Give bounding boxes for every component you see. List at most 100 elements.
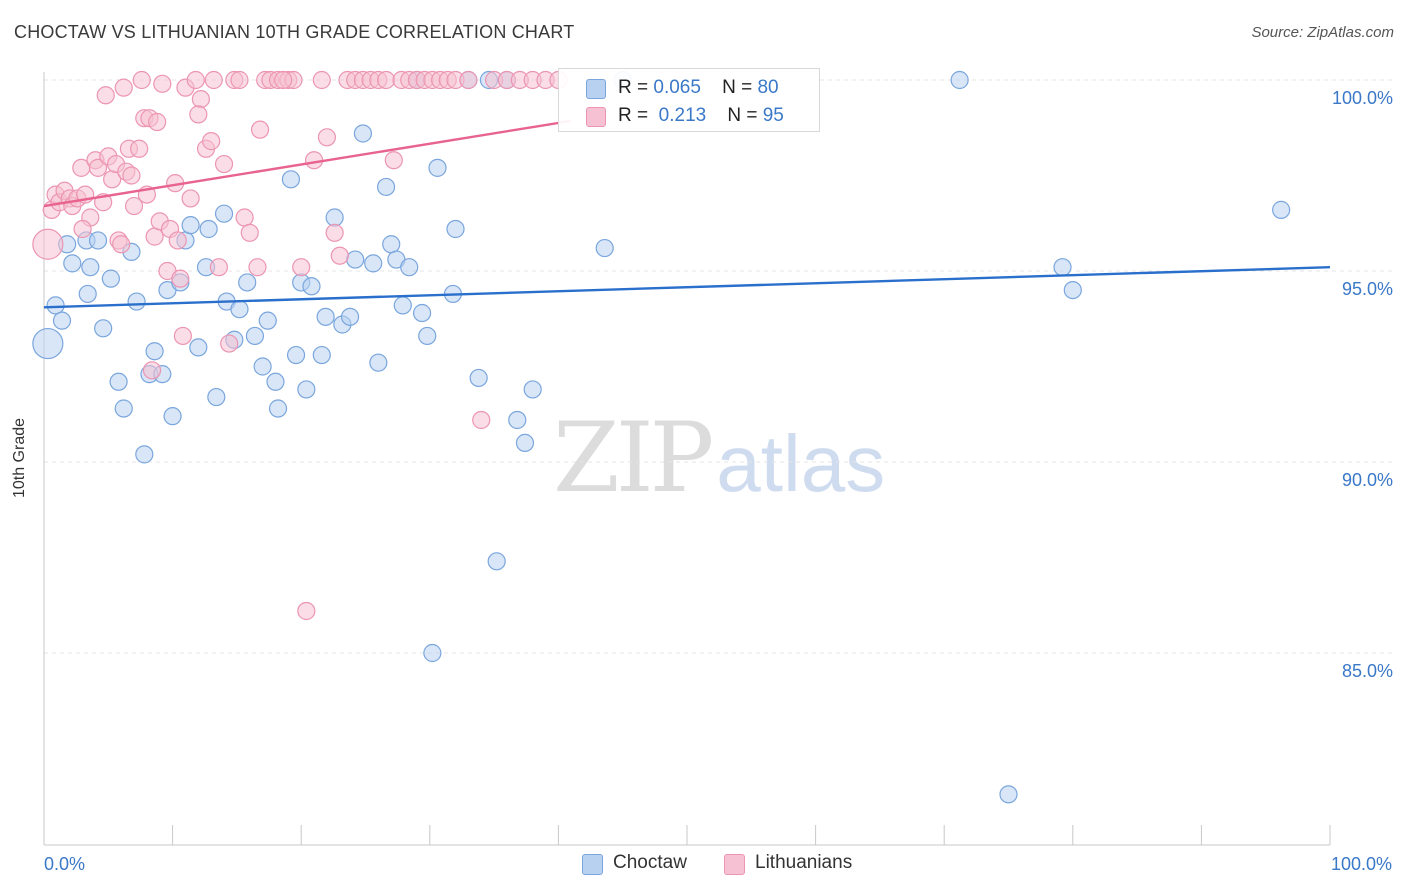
choctaw-point [258, 311, 277, 330]
lithuanians-point [304, 151, 324, 170]
lithuanians-point [73, 219, 92, 239]
lithuanians-trend-line [43, 119, 572, 208]
choctaw-point [515, 433, 535, 452]
lithuanians-point [142, 361, 162, 380]
lithuanians-point [114, 78, 133, 97]
lithuanians-point [325, 223, 344, 242]
choctaw-point [268, 399, 288, 418]
choctaw-point [1272, 200, 1291, 219]
lithuanians-point [148, 112, 167, 132]
data-points [32, 70, 1291, 804]
choctaw-point [393, 296, 412, 315]
choctaw-point [469, 368, 488, 388]
choctaw-point [353, 124, 373, 143]
choctaw-point [135, 445, 154, 464]
legend-choctaw-label: Choctaw [613, 852, 687, 873]
tick-labels: 100.0% 95.0% 90.0% 85.0% 0.0% 100.0% [44, 88, 1393, 874]
lithuanians-point [235, 208, 254, 227]
lithuanians-point [230, 70, 249, 90]
stats-legend: R = 0.065 N = 80 R = 0.213 N = 95 [558, 68, 820, 132]
choctaw-point [245, 326, 265, 346]
watermark: ZIPatlas [553, 402, 885, 514]
choctaw-swatch [586, 79, 606, 99]
choctaw-point [487, 552, 506, 571]
choctaw-point [340, 307, 360, 326]
choctaw-point [446, 219, 465, 239]
trend-lines [43, 119, 1331, 309]
choctaw-point [412, 303, 432, 323]
lithuanians-point [96, 86, 115, 105]
choctaw-point [94, 319, 113, 338]
choctaw-stats: R = 0.065 N = 80 [618, 77, 779, 99]
choctaw-point [1063, 281, 1082, 300]
lithuanians-point [173, 326, 192, 346]
choctaw-point [428, 158, 447, 177]
lithuanians-point [112, 235, 131, 254]
choctaw-point [999, 785, 1018, 804]
choctaw-point [199, 219, 218, 239]
lithuanians-point [122, 166, 141, 185]
lithuanians-point [240, 223, 259, 242]
lithuanians-point [330, 246, 349, 265]
choctaw-point [81, 258, 100, 277]
lithuanians-point [472, 410, 491, 430]
choctaw-point [145, 342, 164, 361]
legend-choctaw-swatch [582, 854, 603, 875]
choctaw-point [400, 258, 419, 277]
lithuanians-point [220, 334, 239, 353]
choctaw-point [101, 269, 120, 288]
choctaw-point [189, 338, 208, 357]
choctaw-point [595, 238, 614, 258]
choctaw-point [63, 254, 82, 273]
choctaw-point [286, 345, 306, 365]
lithuanians-point [214, 154, 234, 174]
x-tick-label-min: 0.0% [44, 854, 85, 874]
stats-row-choctaw: R = 0.065 N = 80 [559, 73, 819, 101]
choctaw-point [230, 300, 249, 319]
choctaw-point [523, 380, 542, 399]
choctaw-point [281, 170, 301, 189]
y-tick-label: 85.0% [1342, 661, 1393, 681]
lithuanians-point [292, 258, 311, 277]
lithuanians-point [202, 132, 221, 151]
choctaw-point [364, 254, 383, 273]
watermark-atlas: atlas [716, 419, 886, 508]
lithuanians-point [168, 231, 187, 250]
lithuanians-point [88, 158, 108, 177]
choctaw-point [181, 216, 200, 235]
lithuanians-point [250, 120, 270, 139]
lithuanians-n-value: 95 [762, 105, 784, 126]
lithuanians-r-label: R = [618, 105, 649, 126]
stats-row-lithuanians: R = 0.213 N = 95 [559, 101, 819, 129]
lithuanians-point [181, 189, 200, 208]
lithuanians-point [209, 258, 228, 277]
choctaw-point [238, 273, 257, 292]
choctaw-n-label: N = [722, 77, 753, 98]
choctaw-point [78, 284, 97, 304]
choctaw-point [382, 235, 401, 254]
choctaw-point [127, 292, 146, 311]
choctaw-point [297, 380, 316, 399]
choctaw-point [114, 399, 133, 418]
choctaw-point [32, 327, 64, 360]
choctaw-point [1053, 258, 1072, 277]
choctaw-point [316, 307, 335, 326]
choctaw-point [418, 326, 437, 346]
lithuanians-point [204, 70, 223, 90]
lithuanians-point [459, 70, 478, 90]
choctaw-point [950, 70, 969, 90]
lithuanians-point [384, 151, 403, 170]
choctaw-point [109, 372, 128, 391]
legend-lithuanians-swatch [724, 854, 745, 875]
choctaw-r-label: R = [618, 77, 649, 98]
lithuanians-point [130, 139, 149, 158]
choctaw-point [508, 410, 527, 430]
grid-lines [44, 79, 1392, 654]
lithuanians-point [312, 70, 331, 90]
choctaw-point [253, 357, 272, 376]
axes [43, 72, 1331, 846]
choctaw-point [207, 387, 226, 407]
lithuanians-point [191, 89, 210, 109]
choctaw-point [376, 177, 396, 197]
